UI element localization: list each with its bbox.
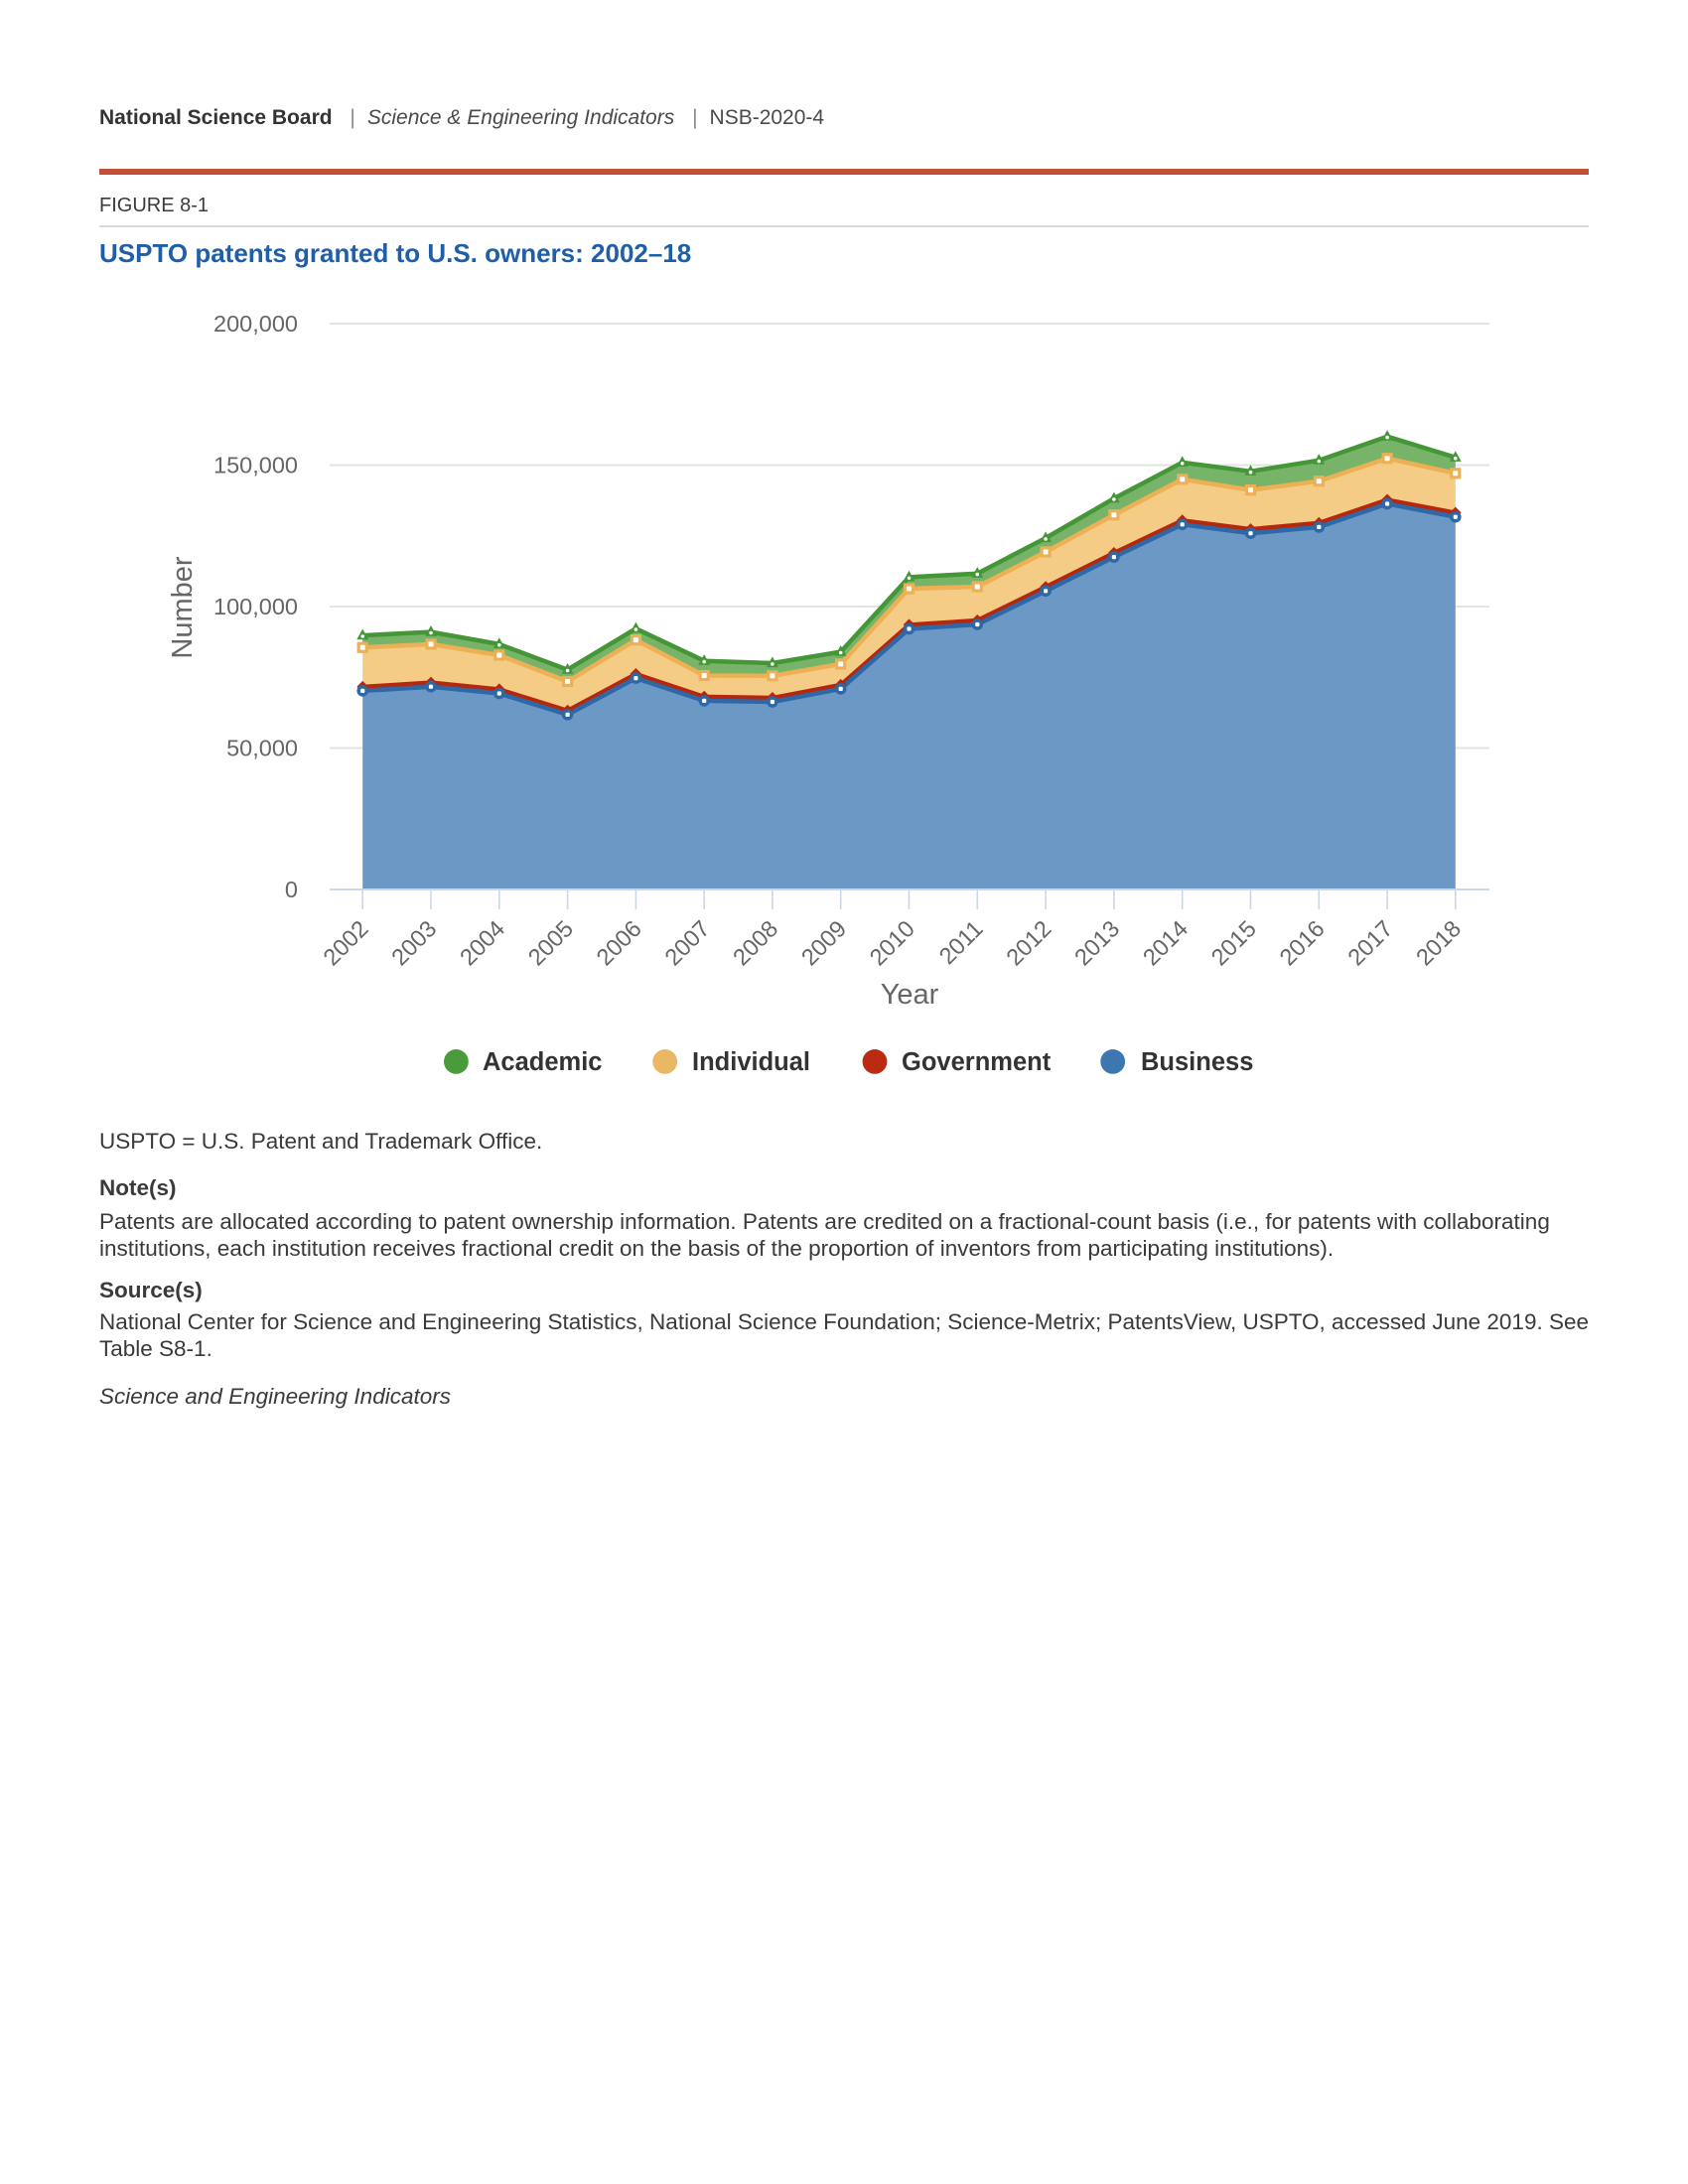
- svg-text:2002: 2002: [318, 915, 372, 970]
- svg-text:2010: 2010: [865, 915, 919, 970]
- svg-text:2013: 2013: [1069, 915, 1124, 970]
- svg-text:50,000: 50,000: [226, 736, 298, 761]
- svg-text:150,000: 150,000: [213, 453, 298, 478]
- svg-text:2012: 2012: [1001, 915, 1055, 970]
- svg-text:2011: 2011: [934, 915, 988, 969]
- svg-text:0: 0: [285, 877, 298, 902]
- svg-text:Academic: Academic: [483, 1048, 602, 1076]
- svg-text:2009: 2009: [796, 915, 851, 970]
- svg-text:Government: Government: [902, 1048, 1052, 1076]
- svg-text:Number: Number: [167, 556, 199, 658]
- svg-text:2005: 2005: [523, 915, 578, 970]
- svg-text:Business: Business: [1141, 1048, 1253, 1076]
- svg-text:2003: 2003: [386, 915, 441, 970]
- svg-text:2008: 2008: [728, 915, 782, 970]
- svg-text:2007: 2007: [659, 915, 714, 970]
- svg-text:2015: 2015: [1206, 915, 1261, 970]
- svg-text:2017: 2017: [1342, 915, 1397, 970]
- svg-text:2016: 2016: [1274, 915, 1329, 970]
- svg-text:2004: 2004: [455, 915, 509, 970]
- svg-text:100,000: 100,000: [213, 594, 298, 619]
- svg-text:Year: Year: [881, 979, 939, 1011]
- svg-text:Individual: Individual: [692, 1048, 810, 1076]
- svg-text:200,000: 200,000: [213, 311, 298, 337]
- svg-text:2006: 2006: [592, 915, 646, 970]
- svg-text:2014: 2014: [1138, 915, 1193, 970]
- svg-text:2018: 2018: [1411, 915, 1466, 970]
